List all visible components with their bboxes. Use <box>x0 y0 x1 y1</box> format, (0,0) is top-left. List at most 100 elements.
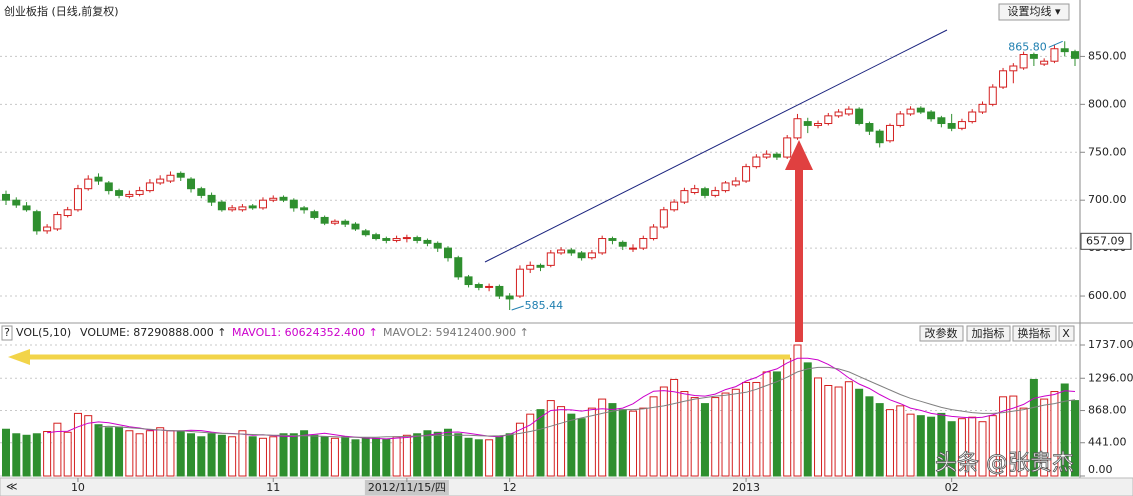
volume-bar <box>197 436 206 477</box>
button-label[interactable]: 改参数 <box>925 326 958 340</box>
candle-body <box>145 182 154 192</box>
candle-body <box>474 284 483 288</box>
candle-body <box>896 113 905 126</box>
candle-body <box>104 182 113 192</box>
candle-body <box>1071 51 1079 59</box>
candle-body <box>1019 54 1028 69</box>
candle-body <box>700 188 709 196</box>
candle-body <box>135 190 144 195</box>
volume-bar <box>629 410 638 477</box>
current-price-box <box>1080 232 1132 250</box>
candle-body <box>711 190 720 196</box>
candle-body <box>885 124 894 142</box>
candle-body <box>824 115 833 125</box>
volume-bar <box>32 433 41 477</box>
help-label[interactable]: ? <box>4 326 10 339</box>
button[interactable] <box>919 325 964 342</box>
y-tick-label: 868.00 <box>1088 404 1127 417</box>
candle-body <box>495 285 504 297</box>
candle-body <box>402 237 411 240</box>
candle-body <box>927 111 936 120</box>
close-label[interactable]: X <box>1062 327 1070 340</box>
volume-bar <box>279 433 288 477</box>
candle-body <box>659 209 668 228</box>
volume-bar <box>361 437 370 477</box>
volume-bar <box>258 437 267 477</box>
close-button[interactable] <box>1058 325 1075 342</box>
volume-bar <box>577 418 586 477</box>
volume-bar <box>803 362 812 477</box>
candle-body <box>916 107 925 113</box>
volume-bar <box>474 439 483 477</box>
candle-body <box>176 172 185 178</box>
volume-bar <box>536 409 545 477</box>
candle-body <box>207 194 216 203</box>
candle-body <box>567 249 576 254</box>
volume-bar <box>618 409 627 477</box>
y-tick-label: 800.00 <box>1088 97 1127 110</box>
volume-bar <box>330 437 339 477</box>
volume-bar <box>53 422 62 477</box>
candle-body <box>166 174 175 182</box>
candle-body <box>125 193 134 197</box>
volume-bar <box>238 430 247 477</box>
volume-bar <box>464 437 473 477</box>
volume-bar <box>865 396 874 477</box>
volume-bar <box>104 427 113 477</box>
x-tick-label: 2012/11/15/四 <box>368 481 446 494</box>
candle-body <box>536 264 545 268</box>
volume-bar <box>834 386 843 477</box>
volume-bar <box>824 384 833 477</box>
button-label[interactable]: 换指标 <box>1018 326 1051 340</box>
volume-bar <box>793 344 802 477</box>
volume-bar <box>844 381 853 477</box>
candle-body <box>156 178 165 184</box>
candle-body <box>84 178 93 190</box>
candle-body <box>392 238 401 241</box>
help-button[interactable] <box>1 325 13 341</box>
button-label[interactable]: 加指标 <box>972 326 1005 340</box>
button[interactable] <box>1012 325 1057 342</box>
annotation-label: 865.80 <box>1008 40 1047 53</box>
candle-body <box>341 220 350 225</box>
volume-bar <box>443 428 452 477</box>
candle-body <box>330 220 339 224</box>
volume-bar <box>22 434 31 477</box>
candle-body <box>793 118 802 139</box>
volume-bar <box>320 436 329 477</box>
candle-body <box>1060 48 1069 53</box>
volume-bar <box>1071 400 1079 477</box>
volume-bar <box>567 413 576 477</box>
candle-body <box>814 123 823 126</box>
candle-body <box>43 226 52 232</box>
candle-body <box>721 182 730 192</box>
y-tick-label: 441.00 <box>1088 436 1127 449</box>
ma-button[interactable] <box>998 3 1070 21</box>
candle-body <box>844 108 853 115</box>
volume-bar <box>485 439 494 477</box>
volume-bar <box>896 405 905 477</box>
button[interactable] <box>966 325 1011 342</box>
scroll-left[interactable]: ≪ <box>6 480 18 493</box>
volume-bar <box>731 388 740 477</box>
volume-bar <box>341 436 350 477</box>
volume-bar <box>947 421 956 477</box>
volume-bar <box>649 396 658 477</box>
volume-bar <box>587 407 596 477</box>
candle-body <box>670 201 679 211</box>
volume-bar <box>608 403 617 477</box>
candle-body <box>53 214 62 230</box>
volume-bar <box>680 391 689 477</box>
volume-bar <box>526 413 535 477</box>
candle-body <box>258 199 267 209</box>
y-tick-label: 850.00 <box>1088 49 1127 62</box>
volume-bar <box>906 413 915 477</box>
y-tick-label: 1296.00 <box>1088 371 1133 384</box>
candle-body <box>217 201 226 211</box>
candle-body <box>649 226 658 240</box>
candle-body <box>2 193 10 201</box>
x-tick-label: 02 <box>945 481 959 494</box>
ma-button-label[interactable]: 设置均线 ▾ <box>1007 4 1060 18</box>
candle-body <box>382 238 391 241</box>
